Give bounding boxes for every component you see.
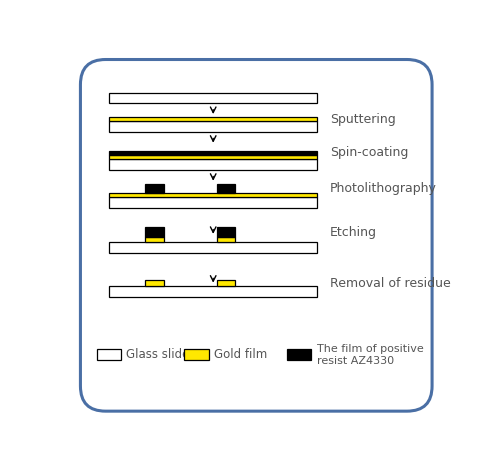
Bar (217, 184, 236, 193)
Text: Gold film: Gold film (214, 348, 268, 361)
Text: Spin-coating: Spin-coating (330, 146, 408, 159)
Bar (184, 350, 209, 360)
Bar (145, 280, 164, 286)
Bar (96, 350, 121, 360)
Bar (109, 121, 317, 132)
Bar (109, 197, 317, 208)
Bar (217, 227, 236, 237)
Bar (145, 184, 164, 193)
Bar (109, 193, 317, 197)
Text: Glass slide: Glass slide (126, 348, 190, 361)
Bar (217, 280, 236, 286)
Bar (145, 227, 164, 237)
Text: Etching: Etching (330, 226, 377, 239)
Bar (109, 117, 317, 121)
Text: Photolithography: Photolithography (330, 182, 436, 195)
Bar (217, 237, 236, 242)
Text: Sputtering: Sputtering (330, 113, 396, 126)
Text: The film of positive
resist AZ4330: The film of positive resist AZ4330 (316, 343, 424, 366)
FancyBboxPatch shape (80, 60, 432, 411)
Bar (109, 155, 317, 159)
Bar (109, 93, 317, 103)
Text: Removal of residue: Removal of residue (330, 276, 450, 289)
Bar (286, 350, 311, 360)
Bar (109, 151, 317, 155)
Bar (109, 159, 317, 170)
Bar (145, 237, 164, 242)
Bar (109, 242, 317, 253)
Bar (109, 286, 317, 297)
